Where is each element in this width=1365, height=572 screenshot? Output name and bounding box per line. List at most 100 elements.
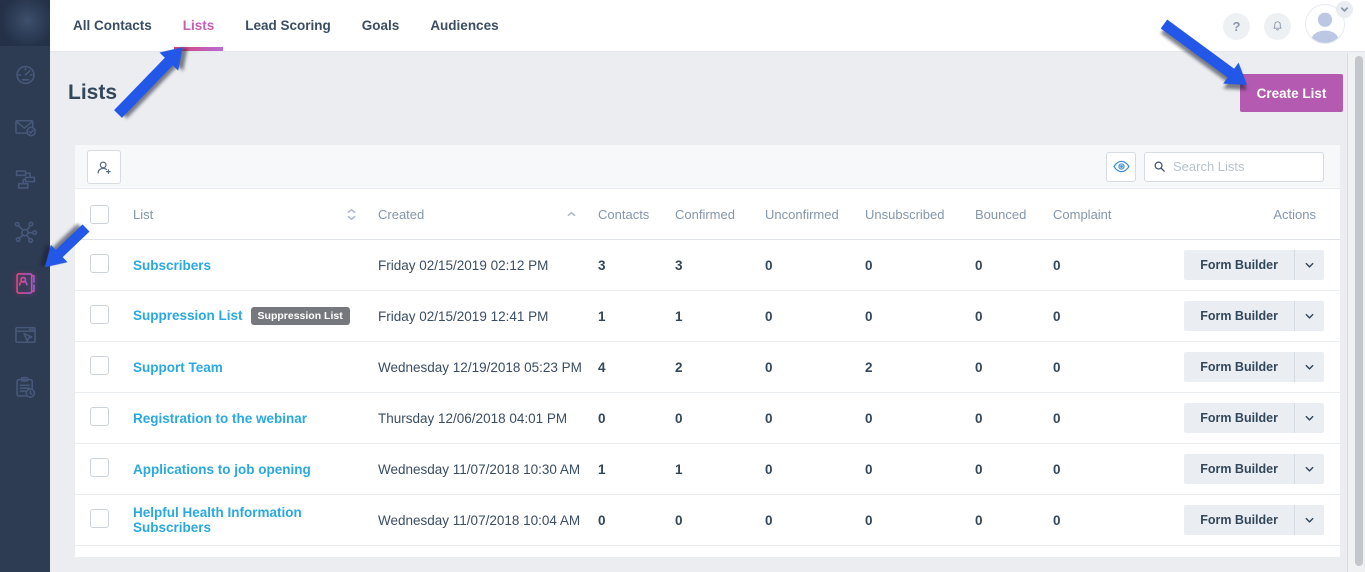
list-name-link[interactable]: Support Team — [133, 359, 223, 375]
table-row: Helpful Health Information Subscribers W… — [75, 495, 1340, 546]
automation-workflow-icon — [15, 169, 35, 189]
bounced-count: 0 — [975, 410, 983, 426]
form-builder-split-button: Form Builder — [1184, 403, 1324, 433]
form-builder-button[interactable]: Form Builder — [1200, 309, 1278, 323]
sidebar-item-automation[interactable] — [0, 157, 50, 201]
unconfirmed-count: 0 — [765, 359, 773, 375]
contacts-count: 3 — [598, 257, 606, 273]
browser-cursor-icon — [14, 326, 36, 343]
actions-dropdown-toggle[interactable] — [1294, 301, 1324, 331]
form-builder-split-button: Form Builder — [1184, 301, 1324, 331]
app-logo[interactable] — [0, 0, 50, 46]
list-name-link[interactable]: Suppression List — [133, 308, 243, 323]
column-unsubscribed[interactable]: Unsubscribed — [865, 206, 945, 222]
complaint-count: 0 — [1053, 461, 1061, 477]
created-date: Thursday 12/06/2018 04:01 PM — [378, 410, 568, 426]
contacts-count: 0 — [598, 410, 606, 426]
sidebar-item-integrations[interactable] — [0, 209, 50, 253]
confirmed-count: 0 — [675, 410, 683, 426]
actions-dropdown-toggle[interactable] — [1294, 352, 1324, 382]
notifications-button[interactable] — [1264, 12, 1291, 40]
visibility-button[interactable] — [1106, 151, 1136, 182]
table-body: Subscribers Friday 02/15/2019 02:12 PM 3… — [75, 240, 1340, 546]
form-builder-button[interactable]: Form Builder — [1200, 360, 1278, 374]
unconfirmed-count: 0 — [765, 410, 773, 426]
sort-icon[interactable] — [347, 208, 356, 221]
eye-icon — [1112, 160, 1130, 173]
list-name-link[interactable]: Registration to the webinar — [133, 410, 308, 426]
column-unconfirmed[interactable]: Unconfirmed — [765, 206, 839, 222]
tab-lists[interactable]: Lists — [173, 0, 223, 51]
list-name-link[interactable]: Subscribers — [133, 257, 212, 273]
person-add-icon — [97, 160, 111, 174]
list-type-badge: Suppression List — [250, 307, 350, 325]
form-builder-button[interactable]: Form Builder — [1200, 513, 1278, 527]
created-date: Wednesday 11/07/2018 10:04 AM — [378, 512, 581, 528]
sidebar-item-contacts[interactable] — [0, 261, 50, 305]
row-checkbox[interactable] — [90, 356, 109, 375]
tab-lead-scoring[interactable]: Lead Scoring — [245, 18, 331, 33]
form-builder-button[interactable]: Form Builder — [1200, 462, 1278, 476]
column-complaint[interactable]: Complaint — [1053, 206, 1112, 222]
column-actions: Actions — [1273, 206, 1316, 222]
unsubscribed-count: 0 — [865, 257, 873, 273]
sidebar-item-tasks[interactable] — [0, 365, 50, 409]
search-lists — [1144, 151, 1324, 182]
unsubscribed-count: 0 — [865, 308, 873, 324]
unsubscribed-count: 0 — [865, 461, 873, 477]
created-date: Wednesday 12/19/2018 05:23 PM — [378, 359, 582, 375]
search-input[interactable] — [1144, 151, 1324, 182]
form-builder-split-button: Form Builder — [1184, 505, 1324, 535]
table-row: Support Team Wednesday 12/19/2018 05:23 … — [75, 342, 1340, 393]
vertical-scrollbar[interactable] — [1347, 53, 1365, 572]
complaint-count: 0 — [1053, 257, 1061, 273]
confirmed-count: 0 — [675, 512, 683, 528]
row-checkbox[interactable] — [90, 509, 109, 528]
column-contacts[interactable]: Contacts — [598, 206, 650, 222]
actions-dropdown-toggle[interactable] — [1294, 250, 1324, 280]
sort-ascending-icon[interactable] — [567, 211, 576, 217]
unconfirmed-count: 0 — [765, 257, 773, 273]
add-contact-button[interactable] — [87, 149, 121, 184]
sidebar-item-forms[interactable] — [0, 313, 50, 357]
actions-dropdown-toggle[interactable] — [1294, 403, 1324, 433]
chevron-down-icon — [1305, 466, 1314, 472]
row-checkbox[interactable] — [90, 254, 109, 273]
table-header: List Created Contacts Confirmed Unconfir… — [75, 189, 1340, 240]
actions-dropdown-toggle[interactable] — [1294, 454, 1324, 484]
sidebar — [0, 0, 50, 572]
create-list-button[interactable]: Create List — [1240, 74, 1343, 112]
row-checkbox[interactable] — [90, 407, 109, 426]
row-checkbox[interactable] — [90, 305, 109, 324]
form-builder-button[interactable]: Form Builder — [1200, 258, 1278, 272]
column-confirmed[interactable]: Confirmed — [675, 206, 735, 222]
contacts-book-icon — [15, 272, 35, 294]
scrollbar-thumb[interactable] — [1355, 56, 1363, 566]
list-name-link[interactable]: Applications to job opening — [133, 461, 311, 477]
form-builder-button[interactable]: Form Builder — [1200, 411, 1278, 425]
help-button[interactable]: ? — [1223, 12, 1250, 40]
account-dropdown-toggle[interactable] — [1336, 1, 1353, 18]
tab-goals[interactable]: Goals — [361, 18, 400, 33]
select-all-checkbox[interactable] — [90, 204, 109, 224]
tab-audiences[interactable]: Audiences — [430, 18, 499, 33]
chevron-down-icon — [1305, 517, 1314, 523]
column-created[interactable]: Created — [378, 206, 425, 222]
sidebar-item-email[interactable] — [0, 105, 50, 149]
contacts-count: 1 — [598, 461, 606, 477]
column-list[interactable]: List — [133, 206, 154, 222]
unconfirmed-count: 0 — [765, 461, 773, 477]
row-checkbox[interactable] — [90, 458, 109, 477]
bounced-count: 0 — [975, 257, 983, 273]
tab-all-contacts[interactable]: All Contacts — [73, 18, 152, 33]
unsubscribed-count: 2 — [865, 359, 873, 375]
column-bounced[interactable]: Bounced — [975, 206, 1027, 222]
user-menu — [1305, 1, 1353, 48]
actions-dropdown-toggle[interactable] — [1294, 505, 1324, 535]
list-name-link[interactable]: Helpful Health Information Subscribers — [133, 505, 302, 535]
sidebar-item-dashboard[interactable] — [0, 53, 50, 97]
confirmed-count: 3 — [675, 257, 683, 273]
network-hub-icon — [14, 220, 37, 243]
contact-tabs: All Contacts Lists Lead Scoring Goals Au… — [50, 0, 502, 51]
page-title: Lists — [68, 81, 118, 104]
